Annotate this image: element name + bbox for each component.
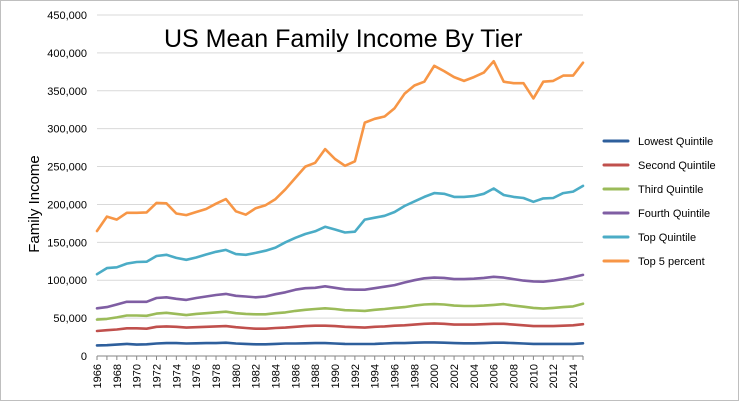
y-tick-label: 100,000: [47, 275, 87, 287]
series-line: [95, 184, 585, 276]
x-tick-label: 2010: [528, 364, 540, 388]
x-tick-label: 1982: [251, 364, 263, 388]
y-tick-label: 250,000: [47, 162, 87, 174]
x-tick-label: 1966: [92, 364, 104, 388]
legend-label: Fourth Quintile: [638, 208, 710, 220]
y-tick-label: 350,000: [47, 86, 87, 98]
series-lines: [95, 59, 585, 347]
series-line: [95, 273, 585, 310]
x-tick-label: 1998: [409, 364, 421, 388]
legend-label: Second Quintile: [638, 160, 716, 172]
series-line: [95, 59, 585, 233]
series-line: [95, 302, 585, 321]
x-axis: 1966 1968 1970 1972 1974 1976 1978 1980 1982 1984…: [92, 355, 584, 388]
legend-label: Top Quintile: [638, 232, 696, 244]
y-tick-label: 150,000: [47, 237, 87, 249]
x-tick-label: 1990: [330, 364, 342, 388]
y-tick-label: 50,000: [53, 313, 87, 325]
x-tick-label: 2006: [489, 364, 501, 388]
y-tick-label: 400,000: [47, 48, 87, 60]
x-tick-label: 1978: [211, 364, 223, 388]
x-tick-label: 1968: [112, 364, 124, 388]
y-tick-label: 0: [81, 351, 87, 363]
x-tick-label: 2004: [469, 364, 481, 388]
x-tick-label: 1976: [191, 364, 203, 388]
chart-title: US Mean Family Income By Tier: [164, 25, 522, 53]
legend-label: Third Quintile: [638, 184, 703, 196]
legend: Lowest Quintile Second Quintile Third Quin…: [602, 136, 716, 268]
x-tick-label: 1992: [350, 364, 362, 388]
x-tick-label: 1986: [290, 364, 302, 388]
x-tick-label: 1996: [390, 364, 402, 388]
y-tick-label: 200,000: [47, 199, 87, 211]
x-tick-label: 1974: [171, 364, 183, 388]
x-tick-label: 1972: [152, 364, 164, 388]
x-tick-label: 1980: [231, 364, 243, 388]
x-tick-label: 1984: [271, 364, 283, 388]
x-tick-label: 1994: [370, 364, 382, 388]
x-tick-label: 2014: [568, 364, 580, 388]
legend-label: Top 5 percent: [638, 256, 705, 268]
y-axis: 0 50,000 100,000 150,000 200,000 250,000 300,0…: [47, 10, 87, 363]
legend-label: Lowest Quintile: [638, 136, 713, 148]
x-tick-label: 2012: [548, 364, 560, 388]
y-axis-label: Family Income: [26, 155, 43, 253]
y-tick-label: 450,000: [47, 10, 87, 22]
series-line: [95, 341, 585, 347]
x-tick-label: 2008: [509, 364, 521, 388]
x-tick-label: 2000: [429, 364, 441, 388]
y-tick-label: 300,000: [47, 124, 87, 136]
series-line: [95, 322, 585, 333]
x-tick-label: 2002: [449, 364, 461, 388]
x-tick-label: 1970: [132, 364, 144, 388]
x-tick-label: 1988: [310, 364, 322, 388]
gridlines: [97, 14, 583, 357]
